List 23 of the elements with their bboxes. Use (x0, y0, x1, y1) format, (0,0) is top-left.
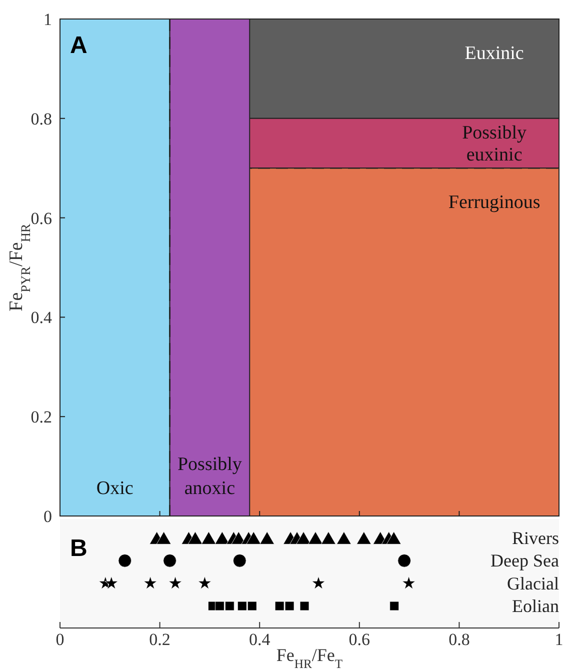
band-label: Possibly euxinic (462, 122, 528, 166)
x-tick-label: 0.2 (149, 630, 170, 649)
annotation: A (70, 32, 88, 59)
x-tick-label: 0.8 (448, 630, 470, 649)
y-tick-label: Rivers (512, 528, 559, 548)
band-label: Oxic (96, 478, 134, 499)
y-tick-label: 0.4 (30, 308, 52, 328)
band-label: Possibly anoxic (177, 454, 242, 499)
y-tick-label: 0 (44, 507, 52, 526)
band-label: Euxinic (464, 43, 524, 64)
y-tick-label: 0.8 (30, 109, 52, 128)
y-tick-label: 0.2 (30, 408, 52, 427)
annotation: B (70, 535, 88, 562)
y-tick-label: Deep Sea (490, 550, 560, 571)
x-tick-label: 0.4 (248, 630, 271, 649)
y-tick-label: 0.6 (30, 208, 52, 228)
x-tick-label: 0 (56, 630, 64, 649)
y-tick-label: 1 (44, 10, 52, 29)
x-axis-title: Fe$_{HR}$/Fe$_{T}$ (276, 645, 343, 671)
band-label: Ferruginous (448, 192, 540, 214)
y-tick-label: Glacial (507, 573, 559, 594)
x-tick-label: 0.6 (348, 630, 370, 649)
y-tick-label: Eolian (512, 596, 559, 616)
